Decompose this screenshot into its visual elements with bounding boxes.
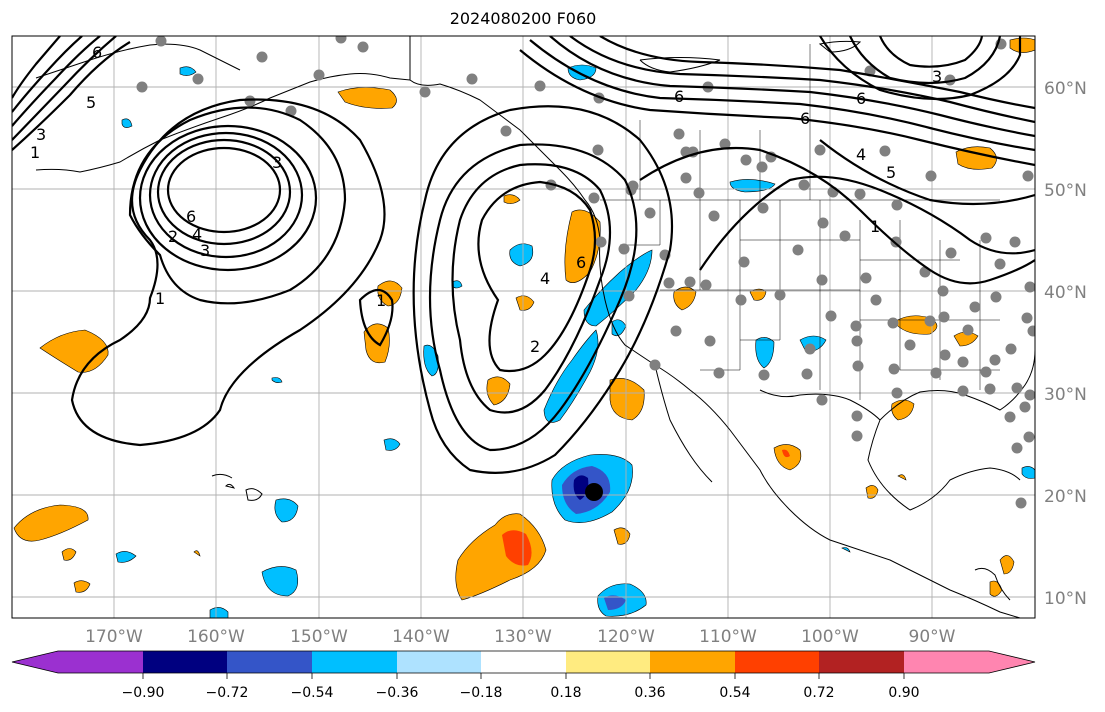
colorbar-cell (735, 651, 819, 673)
colorbar-cell (312, 651, 397, 673)
lon-label-110w: 110°W (699, 627, 757, 647)
contour-label: 5 (886, 163, 896, 182)
contour-label: 5 (86, 93, 96, 112)
colorbar-right-arrow (989, 651, 1035, 673)
contour-label: 1 (155, 289, 165, 308)
colorbar-cell (819, 651, 904, 673)
contour-label: 6 (674, 87, 684, 106)
contour-label: 4 (192, 225, 202, 244)
coastlines (35, 36, 1035, 618)
colorbar-cell (481, 651, 566, 673)
lat-label-40n: 40°N (1044, 283, 1087, 303)
contour-label: 1 (376, 291, 386, 310)
latitude-labels: 60°N 50°N 40°N 30°N 20°N 10°N (1044, 79, 1087, 609)
colorbar-tick-label: −0.18 (460, 685, 503, 701)
lat-label-10n: 10°N (1044, 589, 1087, 609)
contour-label: 2 (530, 337, 540, 356)
contour-label: 3 (272, 153, 282, 172)
longitude-labels: 170°W 160°W 150°W 140°W 130°W 120°W 110°… (85, 627, 956, 647)
contour-label-group: 1 3 5 6 6 4 3 2 3 1 1 2 4 6 6 6 5 4 3 1 … (30, 43, 942, 356)
colorbar-tick-labels: −0.90 −0.72 −0.54 −0.36 −0.18 0.18 0.36 … (122, 685, 920, 701)
lon-label-150w: 150°W (290, 627, 348, 647)
lat-label-60n: 60°N (1044, 79, 1087, 99)
lat-label-20n: 20°N (1044, 487, 1087, 507)
colorbar: −0.90 −0.72 −0.54 −0.36 −0.18 0.18 0.36 … (11, 650, 1036, 701)
contour-label: 4 (856, 145, 866, 164)
storm-center-marker (585, 483, 603, 501)
map-frame (11, 35, 1036, 619)
gridlines (12, 36, 1035, 618)
colorbar-cell (650, 651, 735, 673)
colorbar-cell (904, 651, 989, 673)
contour-label: 1 (30, 143, 40, 162)
contours (12, 36, 1035, 474)
contour-label: 6 (576, 253, 586, 272)
colorbar-tick-label: 0.36 (634, 685, 665, 701)
red-fill-regions (502, 449, 790, 566)
colorbar-tick-label: 0.54 (719, 685, 750, 701)
colorbar-tick-label: −0.54 (291, 685, 334, 701)
contour-label: 1 (870, 217, 880, 236)
lat-label-50n: 50°N (1044, 181, 1087, 201)
colorbar-cell (397, 651, 481, 673)
light-blue-fill-regions (115, 64, 1035, 618)
lon-label-130w: 130°W (494, 627, 552, 647)
contour-label: 3 (36, 125, 46, 144)
lon-label-90w: 90°W (909, 627, 956, 647)
contour-label: 6 (856, 89, 866, 108)
contour-label: 4 (540, 269, 550, 288)
colorbar-cell (143, 651, 227, 673)
lon-label-160w: 160°W (187, 627, 245, 647)
colorbar-tick-label: −0.90 (122, 685, 165, 701)
contour-label: 6 (186, 207, 196, 226)
colorbar-cell (58, 651, 143, 673)
colorbar-cell (227, 651, 312, 673)
dark-blue-fill-regions (573, 475, 589, 500)
colorbar-cell (566, 651, 650, 673)
lon-label-100w: 100°W (801, 627, 859, 647)
colorbar-tick-label: −0.36 (376, 685, 419, 701)
contour-label: 6 (800, 109, 810, 128)
colorbar-tick-label: 0.72 (803, 685, 834, 701)
colorbar-ticks (142, 673, 905, 679)
colorbar-tick-label: 0.90 (888, 685, 919, 701)
lon-label-170w: 170°W (85, 627, 143, 647)
colorbar-left-arrow (12, 651, 58, 673)
lon-label-140w: 140°W (392, 627, 450, 647)
contour-label: 3 (932, 67, 942, 86)
colorbar-cells (58, 651, 989, 673)
map-title: 2024080200 F060 (449, 9, 597, 28)
contour-label: 6 (92, 43, 102, 62)
colorbar-tick-label: −0.72 (206, 685, 249, 701)
colorbar-outline (11, 650, 1036, 674)
contour-label: 2 (168, 227, 178, 246)
contour-label: 3 (200, 241, 210, 260)
lon-label-120w: 120°W (597, 627, 655, 647)
lat-label-30n: 30°N (1044, 385, 1087, 405)
colorbar-tick-label: 0.18 (550, 685, 581, 701)
